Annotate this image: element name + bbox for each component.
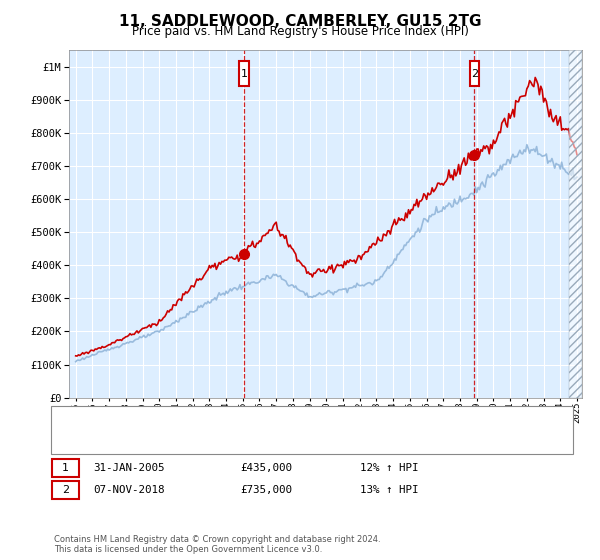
Text: 12% ↑ HPI: 12% ↑ HPI — [360, 463, 419, 473]
Text: Contains HM Land Registry data © Crown copyright and database right 2024.
This d: Contains HM Land Registry data © Crown c… — [54, 535, 380, 554]
FancyBboxPatch shape — [470, 61, 479, 86]
Text: £735,000: £735,000 — [240, 485, 292, 495]
Text: 2: 2 — [470, 68, 478, 78]
Text: 1: 1 — [62, 463, 69, 473]
Text: 31-JAN-2005: 31-JAN-2005 — [93, 463, 164, 473]
Text: 13% ↑ HPI: 13% ↑ HPI — [360, 485, 419, 495]
Text: HPI: Average price, detached house, Surrey Heath: HPI: Average price, detached house, Surr… — [105, 434, 355, 444]
Text: £435,000: £435,000 — [240, 463, 292, 473]
Text: 11, SADDLEWOOD, CAMBERLEY, GU15 2TG (detached house): 11, SADDLEWOOD, CAMBERLEY, GU15 2TG (det… — [105, 416, 412, 426]
Text: Price paid vs. HM Land Registry's House Price Index (HPI): Price paid vs. HM Land Registry's House … — [131, 25, 469, 38]
Text: 07-NOV-2018: 07-NOV-2018 — [93, 485, 164, 495]
Text: 11, SADDLEWOOD, CAMBERLEY, GU15 2TG: 11, SADDLEWOOD, CAMBERLEY, GU15 2TG — [119, 14, 481, 29]
FancyBboxPatch shape — [239, 61, 249, 86]
Text: 2: 2 — [62, 485, 69, 495]
Text: 1: 1 — [241, 68, 248, 78]
